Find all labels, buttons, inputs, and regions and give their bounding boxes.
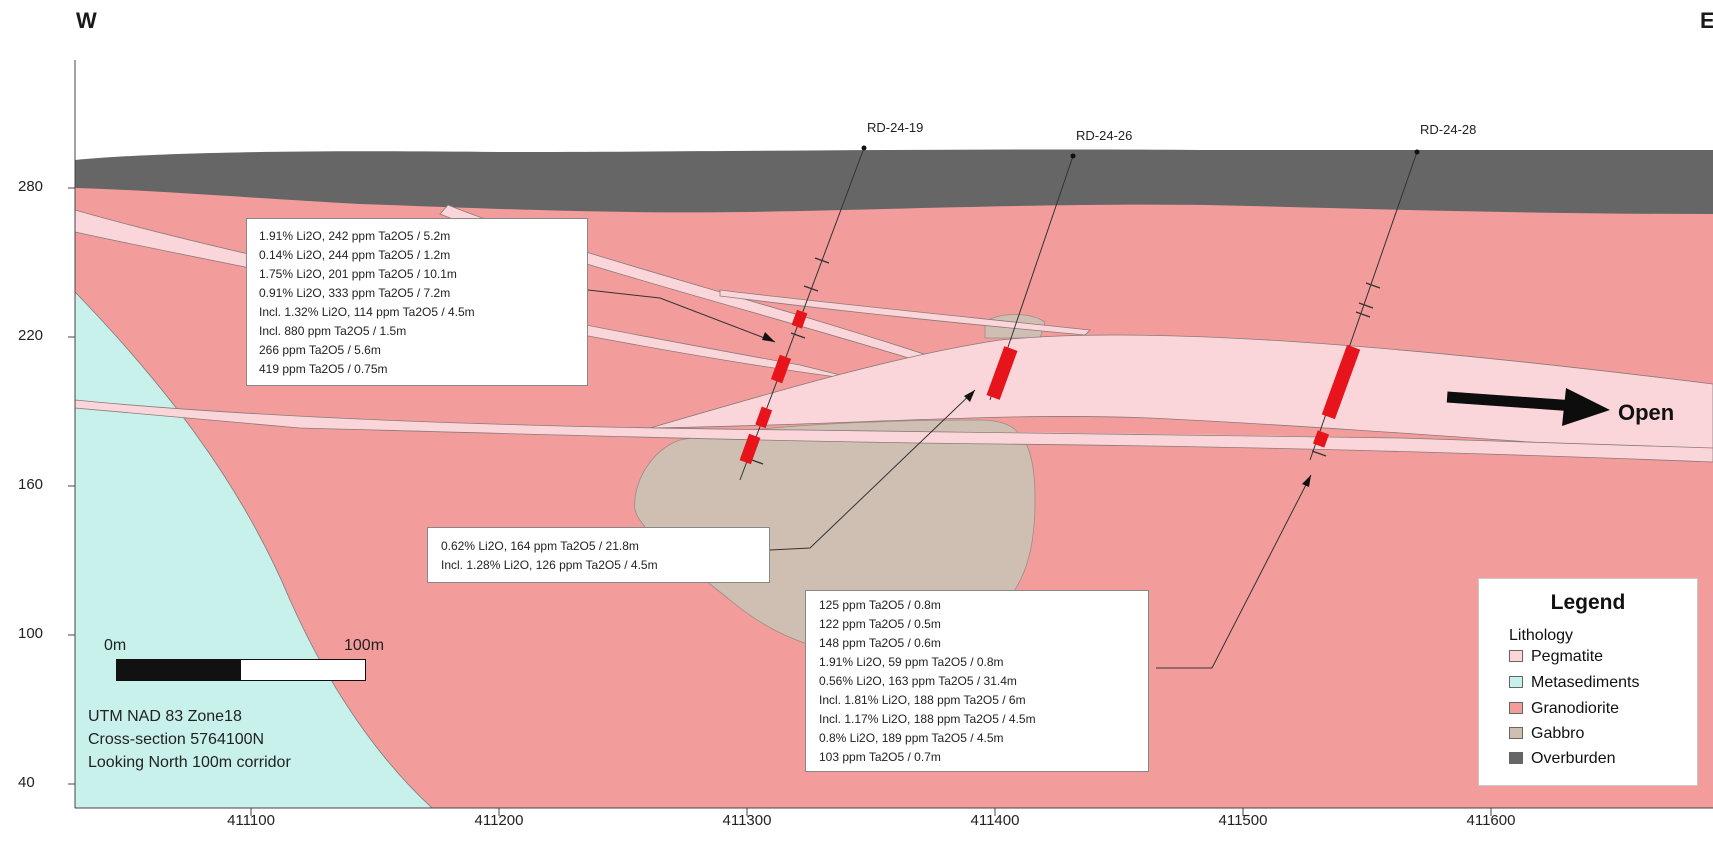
scale-bar xyxy=(116,659,366,681)
assay-line: Incl. 1.17% Li2O, 188 ppm Ta2O5 / 4.5m xyxy=(819,712,1036,726)
pegmatite-swatch xyxy=(1509,650,1523,662)
intercept-mark xyxy=(755,406,773,429)
overburden-swatch xyxy=(1509,752,1523,764)
legend-item-granodiorite: Granodiorite xyxy=(1509,700,1619,718)
open-label: Open xyxy=(1618,400,1675,425)
y-tick-label: 40 xyxy=(18,774,35,791)
intercept-mark xyxy=(1321,344,1361,420)
assay-line: 0.14% Li2O, 244 ppm Ta2O5 / 1.2m xyxy=(259,248,451,262)
leader-line-rd-24-19 xyxy=(587,289,776,343)
x-tick-label: 411400 xyxy=(970,812,1020,829)
x-tick-label: 411600 xyxy=(1466,812,1516,829)
y-tick-label: 100 xyxy=(18,625,44,642)
open-arrow xyxy=(1446,388,1610,426)
assay-line: 0.91% Li2O, 333 ppm Ta2O5 / 7.2m xyxy=(259,286,451,300)
east-label: E xyxy=(1700,8,1713,33)
overburden-layer xyxy=(75,149,1713,214)
assay-line: 122 ppm Ta2O5 / 0.5m xyxy=(819,617,941,631)
drillhole-label-rd-24-19: RD-24-19 xyxy=(867,120,924,135)
leader-line-rd-24-26 xyxy=(769,389,976,551)
gabbro-swatch xyxy=(1509,727,1523,739)
legend-subtitle: Lithology xyxy=(1509,627,1574,644)
assay-line: 0.56% Li2O, 163 ppm Ta2O5 / 31.4m xyxy=(819,674,1017,688)
assay-box-rd-24-19: 1.91% Li2O, 242 ppm Ta2O5 / 5.2m 0.14% L… xyxy=(246,218,588,386)
assay-line: Incl. 880 ppm Ta2O5 / 1.5m xyxy=(259,324,407,338)
drillhole-rd-24-26 xyxy=(986,153,1076,401)
assay-line: 148 ppm Ta2O5 / 0.6m xyxy=(819,636,941,650)
legend-item-overburden: Overburden xyxy=(1509,750,1616,768)
drillhole-label-rd-24-26: RD-24-26 xyxy=(1076,128,1133,143)
assay-line: 0.62% Li2O, 164 ppm Ta2O5 / 21.8m xyxy=(441,539,639,553)
assay-line: 103 ppm Ta2O5 / 0.7m xyxy=(819,750,941,764)
legend-item-metasediments: Metasediments xyxy=(1509,674,1640,692)
intercept-mark xyxy=(986,346,1018,400)
assay-line: 1.75% Li2O, 201 ppm Ta2O5 / 10.1m xyxy=(259,267,457,281)
assay-line: Incl. 1.81% Li2O, 188 ppm Ta2O5 / 6m xyxy=(819,693,1026,707)
x-tick-label: 411200 xyxy=(474,812,524,829)
assay-line: 125 ppm Ta2O5 / 0.8m xyxy=(819,598,941,612)
projection-line: Cross-section 5764100N xyxy=(88,731,265,748)
scale-end-label: 100m xyxy=(344,637,385,654)
projection-line: UTM NAD 83 Zone18 xyxy=(88,708,242,725)
pegmatite-upper-sill xyxy=(719,289,1091,336)
y-tick-label: 160 xyxy=(18,476,44,493)
projection-line: Looking North 100m corridor xyxy=(88,754,291,771)
granodiorite-swatch xyxy=(1509,702,1523,714)
scale-start-label: 0m xyxy=(104,637,127,654)
assay-line: Incl. 1.28% Li2O, 126 ppm Ta2O5 / 4.5m xyxy=(441,558,658,572)
x-tick-label: 411100 xyxy=(227,812,275,829)
assay-line: 0.8% Li2O, 189 ppm Ta2O5 / 4.5m xyxy=(819,731,1004,745)
assay-line: Incl. 1.32% Li2O, 114 ppm Ta2O5 / 4.5m xyxy=(259,305,475,319)
x-tick-label: 411500 xyxy=(1218,812,1268,829)
drillhole-rd-24-19 xyxy=(739,145,867,481)
intercept-mark xyxy=(770,354,792,384)
pegmatite-main-zone xyxy=(649,334,1713,456)
drillhole-rd-24-28 xyxy=(1309,149,1420,461)
intercept-mark xyxy=(1312,430,1330,448)
assay-box-rd-24-26: 0.62% Li2O, 164 ppm Ta2O5 / 21.8m Incl. … xyxy=(427,527,770,583)
y-tick-label: 280 xyxy=(18,178,44,195)
legend: Legend Lithology Pegmatite Metasediments… xyxy=(1478,578,1698,786)
drillhole-label-rd-24-28: RD-24-28 xyxy=(1420,122,1477,137)
assay-line: 1.91% Li2O, 59 ppm Ta2O5 / 0.8m xyxy=(819,655,1004,669)
pegmatite-lower-sill xyxy=(74,399,1713,463)
legend-item-gabbro: Gabbro xyxy=(1509,725,1584,743)
metasediments-swatch xyxy=(1509,676,1523,688)
projection-info: UTM NAD 83 Zone18 Cross-section 5764100N… xyxy=(88,705,291,774)
assay-line: 1.91% Li2O, 242 ppm Ta2O5 / 5.2m xyxy=(259,229,451,243)
intercept-mark xyxy=(791,309,808,329)
legend-title: Legend xyxy=(1550,591,1626,614)
assay-line: 419 ppm Ta2O5 / 0.75m xyxy=(259,362,388,376)
intercept-mark xyxy=(739,433,761,465)
assay-line: 266 ppm Ta2O5 / 5.6m xyxy=(259,343,381,357)
leader-line-rd-24-28 xyxy=(1156,474,1312,669)
legend-item-pegmatite: Pegmatite xyxy=(1509,648,1603,666)
x-tick-label: 411300 xyxy=(722,812,772,829)
assay-box-rd-24-28: 125 ppm Ta2O5 / 0.8m 122 ppm Ta2O5 / 0.5… xyxy=(805,590,1149,772)
y-tick-label: 220 xyxy=(18,327,44,344)
west-label: W xyxy=(76,8,97,33)
